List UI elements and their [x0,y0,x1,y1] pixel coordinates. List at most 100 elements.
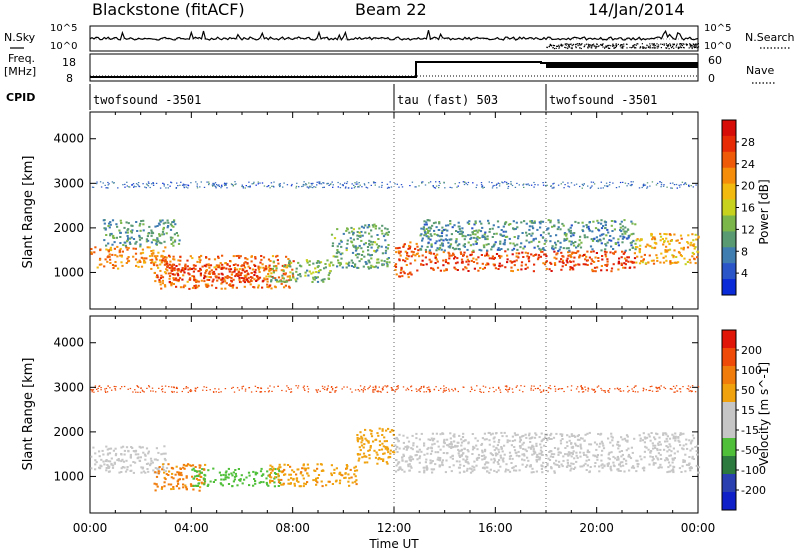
heatmap-cell [171,236,174,239]
heatmap-cell [566,237,569,240]
heatmap-cell [491,182,493,184]
heatmap-cell [571,452,574,455]
heatmap-cell [545,185,547,187]
heatmap-cell [104,460,107,463]
nave-tick-low: 0 [708,72,715,85]
heatmap-cell [582,391,585,393]
heatmap-cell [643,456,646,459]
noise-search-dot [560,44,562,46]
heatmap-cell [612,248,615,250]
heatmap-cell [156,459,159,462]
heatmap-cell [104,227,107,230]
heatmap-cell [262,481,265,484]
heatmap-cell [435,240,438,243]
heatmap-cell [131,184,133,186]
heatmap-cell [255,280,258,282]
heatmap-cell [573,244,576,247]
heatmap-cell [190,390,193,392]
heatmap-cell [455,238,458,241]
heatmap-cell [197,475,200,477]
heatmap-cell [328,480,331,483]
heatmap-cell [449,220,452,222]
heatmap-cell [378,227,381,230]
heatmap-cell [136,457,139,460]
heatmap-cell [170,224,174,227]
noise-search-dot [665,43,667,45]
heatmap-cell [310,182,312,185]
heatmap-cell [571,266,574,269]
heatmap-cell [513,439,517,442]
heatmap-cell [107,181,109,184]
heatmap-cell [297,387,299,389]
heatmap-cell [206,278,209,281]
heatmap-cell [499,391,502,393]
noise-search-dot [553,48,556,50]
heatmap-cell [485,461,488,464]
heatmap-cell [470,259,473,262]
heatmap-cell [302,477,305,480]
heatmap-cell [520,242,523,245]
heatmap-cell [671,469,675,472]
heatmap-cell [399,254,402,257]
heatmap-cell [163,481,166,484]
heatmap-cell [512,391,514,393]
heatmap-cell [150,250,153,252]
heatmap-cell [161,486,164,489]
heatmap-cell [490,248,493,251]
y-tick-label: 3000 [53,176,84,190]
heatmap-cell [141,251,145,254]
heatmap-cell [663,233,666,235]
heatmap-cell [109,387,111,389]
heatmap-cell [277,385,279,387]
heatmap-cell [164,385,167,387]
heatmap-cell [125,446,129,449]
heatmap-cell [640,239,643,242]
heatmap-cell [500,255,503,258]
heatmap-cell [572,234,575,237]
heatmap-cell [430,234,433,237]
heatmap-cell [227,473,230,476]
heatmap-cell [232,480,235,483]
heatmap-cell [659,235,663,238]
heatmap-cell [424,256,427,259]
heatmap-cell [194,389,196,391]
heatmap-cell [300,471,303,474]
heatmap-cell [385,440,388,443]
heatmap-cell [445,387,447,389]
heatmap-cell [327,182,329,184]
heatmap-cell [368,243,371,246]
heatmap-cell [646,182,649,184]
heatmap-cell [373,241,377,244]
heatmap-cell [557,184,560,186]
heatmap-cell [373,249,376,252]
heatmap-cell [654,444,657,447]
heatmap-cell [410,466,413,469]
heatmap-cell [252,484,255,487]
heatmap-cell [220,391,222,393]
heatmap-cell [241,482,244,485]
heatmap-cell [208,276,211,278]
heatmap-cell [561,265,564,268]
heatmap-cell [132,183,135,185]
heatmap-cell [372,386,374,388]
heatmap-cell [118,250,122,253]
heatmap-cell [419,247,422,250]
heatmap-cell [669,233,672,236]
heatmap-cell [183,185,185,187]
heatmap-cell [249,186,251,188]
heatmap-cell [630,466,634,469]
heatmap-cell [578,391,580,393]
heatmap-cell [570,252,574,255]
heatmap-cell [460,258,464,261]
heatmap-cell [428,386,430,388]
heatmap-cell [429,390,431,392]
heatmap-cell [694,391,697,393]
heatmap-cell [423,234,426,237]
heatmap-cell [179,184,181,186]
heatmap-cell [659,448,662,451]
heatmap-cell [178,473,181,476]
heatmap-cell [303,482,306,485]
heatmap-cell [273,386,275,388]
heatmap-cell [280,483,283,486]
